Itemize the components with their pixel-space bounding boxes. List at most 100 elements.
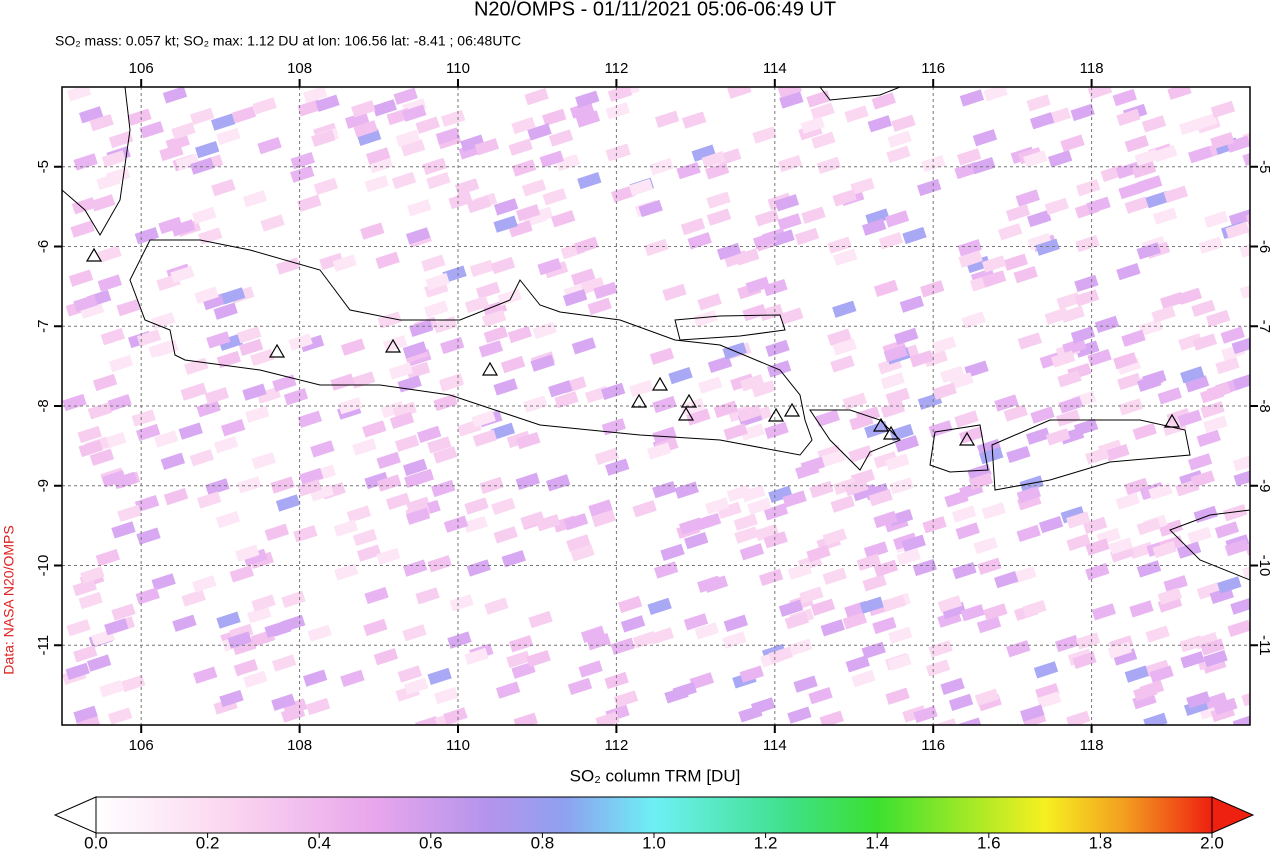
pixel: [727, 87, 752, 99]
pixel: [350, 371, 376, 389]
pixel: [1176, 541, 1202, 559]
pixel: [795, 461, 820, 480]
pixel: [586, 633, 611, 651]
pixel: [100, 328, 126, 346]
pixel: [509, 635, 534, 653]
pixel: [136, 527, 161, 545]
pixel: [956, 148, 982, 166]
pixel: [407, 199, 432, 217]
pixel: [778, 599, 804, 617]
pixel: [793, 675, 818, 693]
pixel: [983, 603, 1008, 621]
pixel: [389, 411, 415, 429]
pixel: [360, 222, 385, 240]
x-tick-label: 118: [1080, 60, 1104, 77]
pixel: [1005, 204, 1031, 222]
pixel: [741, 484, 766, 503]
pixel: [855, 406, 881, 424]
pixel: [402, 341, 428, 359]
pixel: [959, 89, 985, 107]
pixel: [668, 366, 693, 385]
y-tick-label: -5: [35, 160, 52, 173]
colorbar-tick-label: 0.0: [84, 833, 108, 852]
pixel: [195, 140, 220, 159]
x-tick-label: 106: [129, 737, 154, 754]
coastline: [62, 87, 131, 236]
pixel: [151, 573, 176, 591]
pixel: [752, 126, 777, 144]
pixel: [1112, 648, 1138, 666]
pixel: [237, 326, 262, 344]
pixel: [686, 408, 711, 426]
pixel: [99, 680, 124, 698]
pixel: [1016, 524, 1041, 543]
pixel: [652, 395, 677, 414]
pixel: [405, 361, 431, 380]
pixel: [894, 327, 919, 346]
pixel: [214, 436, 239, 454]
pixel: [676, 161, 701, 180]
pixel: [949, 372, 974, 390]
pixel: [1023, 150, 1048, 168]
pixel: [832, 189, 857, 207]
pixel: [1177, 409, 1202, 427]
pixel: [313, 177, 339, 196]
pixel: [1242, 148, 1250, 166]
colorbar-tick-label: 0.2: [196, 833, 220, 852]
pixel: [859, 596, 884, 614]
pixel: [820, 619, 845, 637]
pixel: [160, 452, 186, 470]
pixel: [954, 410, 979, 428]
pixel: [587, 297, 612, 315]
pixel: [172, 614, 197, 632]
pixel: [1075, 632, 1101, 650]
pixel: [439, 374, 464, 392]
pixel: [844, 105, 869, 123]
pixel: [404, 677, 429, 695]
pixel: [1241, 689, 1250, 707]
x-tick-label: 114: [763, 60, 787, 77]
pixel: [580, 277, 605, 295]
pixel: [653, 561, 679, 579]
y-tick-label: -7: [1256, 320, 1272, 333]
pixel: [1224, 539, 1249, 557]
pixel: [1193, 113, 1218, 131]
pixel: [994, 571, 1019, 589]
pixel: [108, 707, 133, 725]
pixel: [684, 532, 709, 550]
pixel: [235, 544, 260, 562]
pixel: [737, 404, 762, 422]
pixel: [346, 505, 372, 523]
pixel: [216, 350, 242, 369]
coastline: [1169, 509, 1250, 581]
pixel: [537, 257, 562, 276]
pixel: [649, 157, 674, 176]
coastline: [929, 424, 989, 473]
pixel: [96, 172, 121, 191]
y-tick-label: -7: [35, 320, 52, 333]
pixel: [242, 383, 267, 401]
pixel: [1044, 307, 1069, 325]
pixel: [601, 418, 626, 436]
pixel: [1222, 504, 1248, 522]
pixel: [575, 110, 601, 128]
pixel: [481, 309, 507, 327]
pixel: [716, 242, 742, 261]
pixel: [181, 589, 206, 607]
pixel: [340, 669, 365, 688]
pixel: [460, 134, 485, 152]
pixel: [1027, 209, 1052, 228]
pixel: [1178, 333, 1203, 351]
pixel: [77, 425, 102, 444]
pixel: [415, 116, 440, 134]
pixel: [610, 637, 635, 655]
pixel: [521, 179, 547, 197]
pixel: [1056, 292, 1081, 310]
pixel: [192, 575, 217, 593]
pixel: [649, 347, 675, 365]
pixel: [218, 333, 243, 351]
pixel: [1196, 429, 1221, 447]
pixel: [604, 671, 629, 690]
pixel: [1044, 197, 1069, 215]
pixel: [393, 87, 418, 105]
